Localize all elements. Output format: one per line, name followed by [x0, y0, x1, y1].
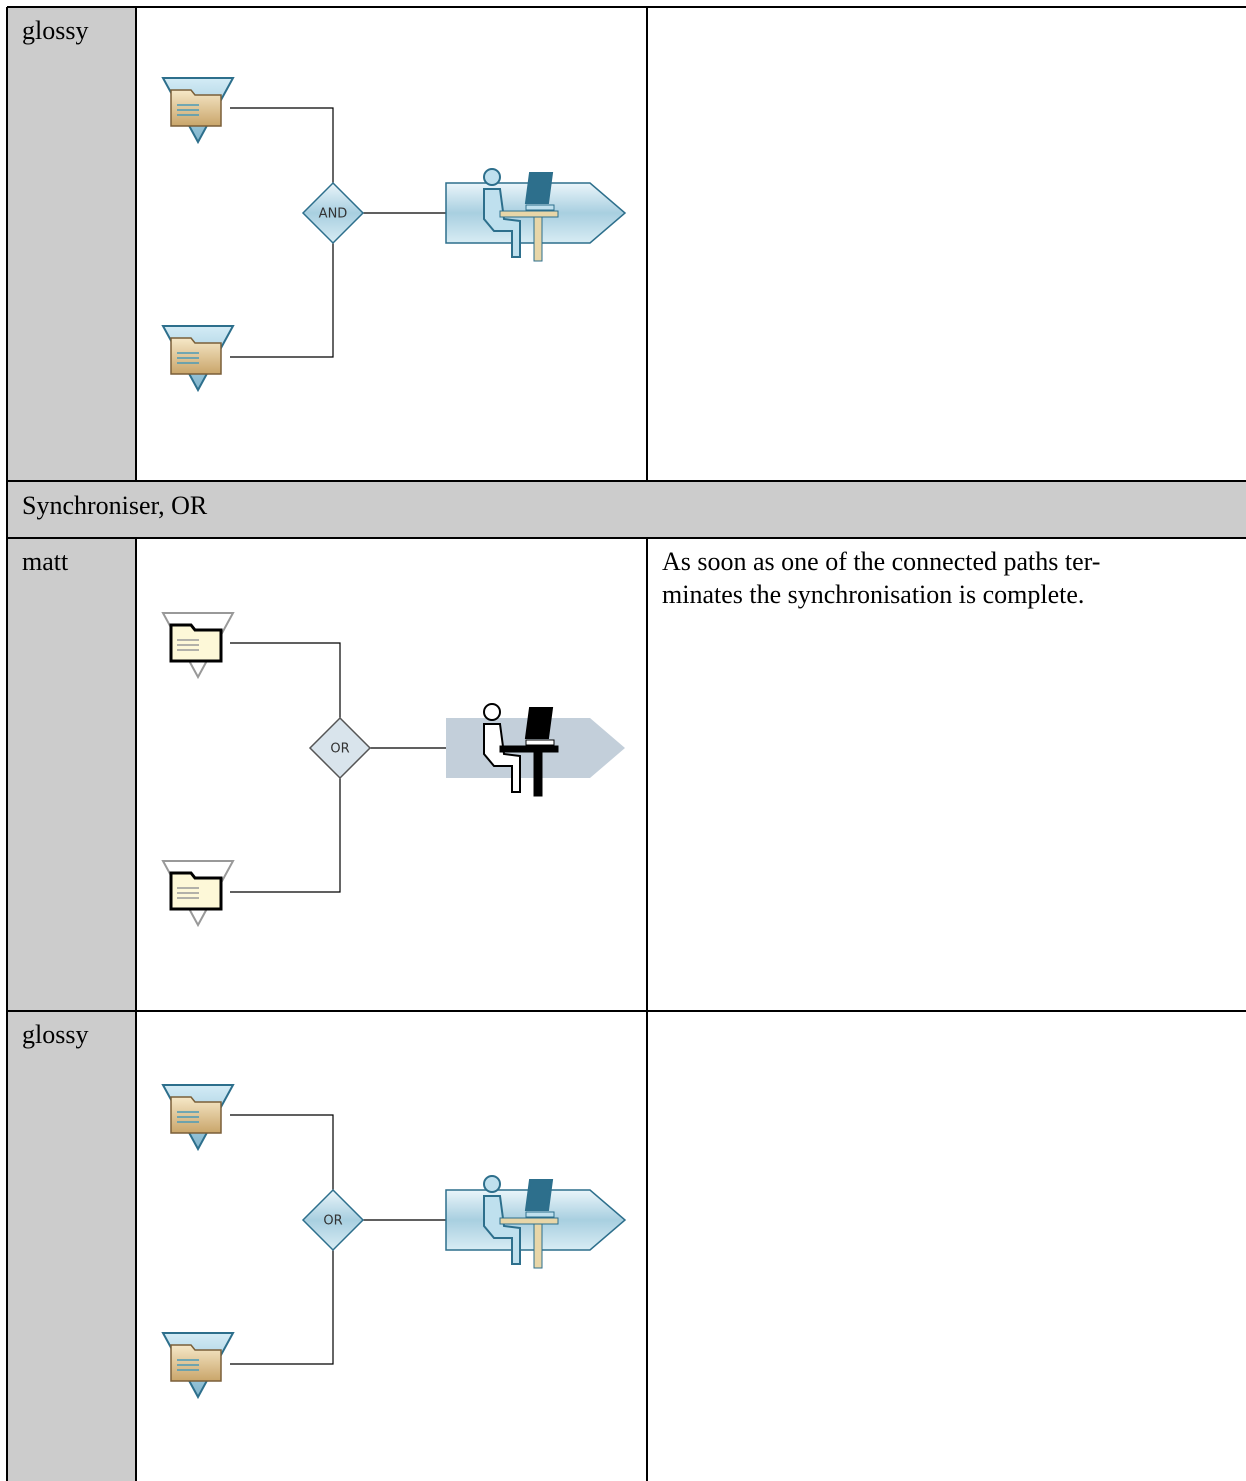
- folder-icon: [170, 1344, 222, 1382]
- process-diagram: OR: [161, 1084, 627, 1400]
- folder-icon: [170, 1096, 222, 1134]
- process-diagram: OR: [161, 612, 625, 928]
- keyboard: [525, 1211, 555, 1218]
- gate-diamond: [308, 716, 372, 780]
- gate-label: OR: [330, 742, 349, 757]
- person-body: [483, 188, 521, 258]
- gate-label: OR: [323, 1214, 342, 1229]
- connector: [230, 642, 341, 893]
- monitor: [524, 172, 554, 204]
- desk-leg: [533, 216, 543, 262]
- person-head: [483, 168, 501, 186]
- label-cell: [7, 7, 136, 481]
- style-label: matt: [22, 547, 69, 576]
- person-body: [483, 723, 521, 793]
- desk-leg: [533, 1223, 543, 1269]
- section-cell: [7, 481, 1246, 538]
- description-line: As soon as one of the connected paths te…: [662, 547, 1100, 576]
- person-head: [483, 703, 501, 721]
- style-label: glossy: [22, 16, 88, 45]
- folder-icon: [170, 89, 222, 127]
- process-diagram: AND: [161, 77, 627, 393]
- section-title: Synchroniser, OR: [22, 491, 208, 520]
- connector: [230, 1114, 334, 1365]
- gate-diamond: [301, 1188, 365, 1252]
- connector: [230, 107, 334, 358]
- desk: [499, 210, 559, 218]
- folder-icon: [170, 337, 222, 375]
- label-cell: [7, 1011, 136, 1481]
- person-body: [483, 1195, 521, 1265]
- label-cell: [7, 538, 136, 1011]
- table-borders: [6, 6, 1246, 1481]
- gate-diamond: [301, 181, 365, 245]
- folder-icon: [169, 623, 223, 663]
- keyboard: [525, 204, 555, 211]
- desk: [499, 745, 559, 753]
- desk: [499, 1217, 559, 1225]
- description-line: minates the synchronisation is complete.: [662, 580, 1084, 609]
- person-head: [483, 1175, 501, 1193]
- monitor: [524, 1179, 554, 1211]
- desk-leg: [533, 751, 543, 797]
- folder-icon: [169, 871, 223, 911]
- style-label: glossy: [22, 1020, 88, 1049]
- gate-label: AND: [319, 207, 348, 222]
- monitor: [524, 707, 554, 739]
- keyboard: [525, 739, 555, 746]
